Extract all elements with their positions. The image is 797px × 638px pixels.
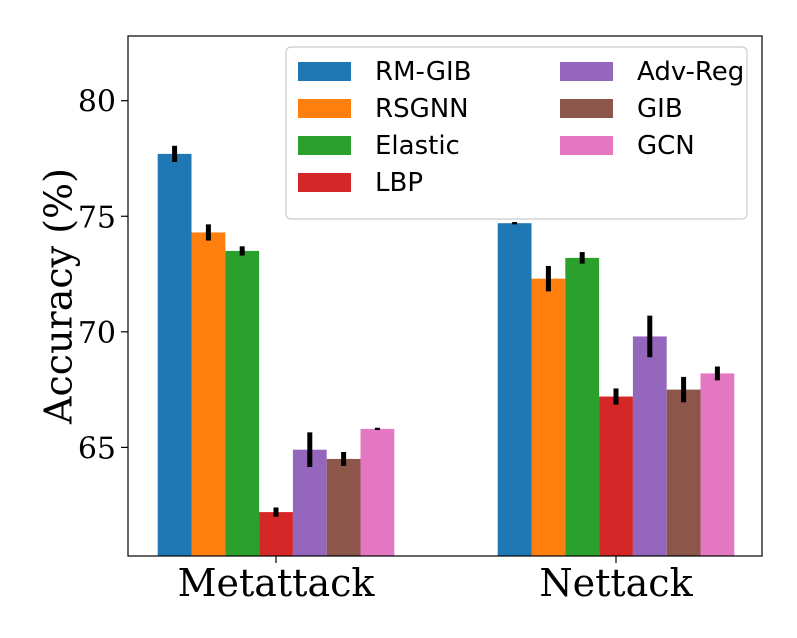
legend-box <box>285 46 748 220</box>
y-tick-label: 65 <box>78 431 116 466</box>
bar-gcn-nettack <box>700 373 735 556</box>
plot-area <box>127 35 763 557</box>
legend-swatch-gib <box>560 99 613 118</box>
y-axis: 65 70 75 80 <box>78 85 128 466</box>
x-tick-label-nettack: Nettack <box>539 561 693 605</box>
y-tick-label: 75 <box>78 200 116 235</box>
bar-rsgnn-metattack <box>191 232 226 556</box>
bar-adv-reg-metattack <box>292 449 327 556</box>
bar-lbp-metattack <box>259 512 293 556</box>
bar-gib-nettack <box>666 389 701 556</box>
bar-rsgnn-nettack <box>531 278 566 556</box>
legend-label-gcn: GCN <box>637 131 695 161</box>
bar-gcn-metattack <box>360 428 395 556</box>
error-bars-layer <box>172 145 720 517</box>
legend-swatch-elastic <box>298 136 351 155</box>
legend-swatch-gcn <box>560 136 613 155</box>
legend-swatch-lbp <box>298 173 351 192</box>
legend-swatch-rm-gib <box>298 62 351 81</box>
legend-swatch-rsgnn <box>298 99 351 118</box>
y-tick-label: 80 <box>78 85 116 120</box>
legend: RM-GIB RSGNN Elastic LBP Adv-Reg GIB GCN <box>285 46 748 220</box>
bar-rm-gib-metattack <box>157 153 192 556</box>
bars-layer <box>157 153 735 556</box>
legend-label-gib: GIB <box>637 94 683 124</box>
legend-label-elastic: Elastic <box>375 131 460 161</box>
bar-elastic-metattack <box>225 250 260 556</box>
y-axis-title: Accuracy (%) <box>37 168 81 425</box>
bar-rm-gib-nettack <box>497 223 532 556</box>
bar-elastic-nettack <box>565 257 600 556</box>
bar-lbp-nettack <box>599 396 633 556</box>
bar-adv-reg-nettack <box>632 336 667 556</box>
legend-label-lbp: LBP <box>375 168 423 198</box>
y-tick-label: 70 <box>78 316 116 351</box>
x-tick-label-metattack: Metattack <box>178 561 376 605</box>
legend-label-rm-gib: RM-GIB <box>375 57 471 87</box>
x-axis: Metattack Nettack <box>178 556 694 605</box>
legend-label-adv-reg: Adv-Reg <box>637 57 744 87</box>
legend-swatch-adv-reg <box>560 62 613 81</box>
bar-gib-metattack <box>326 458 361 556</box>
legend-label-rsgnn: RSGNN <box>375 94 469 124</box>
